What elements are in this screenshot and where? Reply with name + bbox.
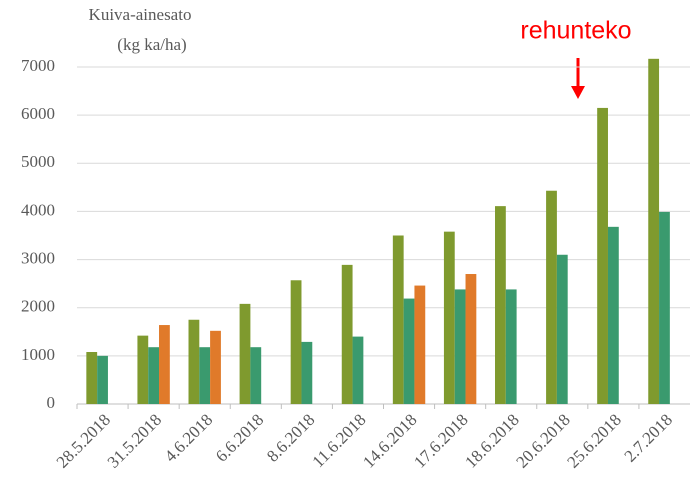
x-tick-label: 14.6.2018 [359, 410, 421, 472]
x-tick-label: 6.6.2018 [212, 410, 268, 466]
x-tick-label: 28.5.2018 [53, 410, 115, 472]
bar [648, 58, 660, 405]
x-tick-label: 2.7.2018 [621, 410, 677, 466]
bar [239, 303, 251, 404]
bar [97, 355, 108, 404]
x-tick-label: 25.6.2018 [563, 410, 625, 472]
bar [495, 206, 506, 404]
x-tick-label: 4.6.2018 [161, 410, 217, 466]
y-tick-label: 3000 [21, 248, 55, 267]
x-tick-label: 20.6.2018 [512, 410, 574, 472]
bar [159, 325, 170, 404]
bar [403, 298, 415, 404]
y-tick-label: 1000 [21, 345, 55, 364]
x-tick-label: 11.6.2018 [308, 410, 369, 471]
bar [556, 254, 568, 404]
bar [352, 336, 364, 404]
y-tick-label: 6000 [21, 104, 55, 123]
bar [443, 231, 455, 404]
annotation-arrow [571, 58, 585, 99]
bar [597, 107, 608, 405]
bar [607, 226, 619, 404]
bar [199, 347, 211, 404]
y-axis-title: (kg ka/ha) [117, 35, 186, 54]
y-tick-label: 0 [47, 393, 56, 412]
bar [210, 330, 221, 404]
bar [392, 235, 404, 404]
bar [546, 190, 557, 404]
x-tick-label: 18.6.2018 [461, 410, 523, 472]
bar [659, 211, 670, 404]
y-tick-label: 2000 [21, 297, 55, 316]
bar [148, 347, 160, 404]
bar [86, 352, 98, 404]
bar [341, 264, 353, 404]
annotation: rehunteko [520, 17, 631, 45]
y-axis-title: Kuiva-ainesato [89, 5, 192, 24]
bar [250, 347, 262, 404]
y-tick-label: 7000 [21, 56, 55, 75]
bar [290, 280, 302, 404]
bar [454, 289, 466, 404]
bar [188, 319, 200, 404]
bar [414, 285, 426, 404]
y-tick-label: 4000 [21, 200, 55, 219]
bar [505, 289, 517, 404]
bar [137, 335, 149, 404]
y-tick-label: 5000 [21, 152, 55, 171]
bar [301, 341, 313, 404]
x-tick-label: 31.5.2018 [104, 410, 166, 472]
x-tick-label: 17.6.2018 [410, 410, 472, 472]
bar [465, 274, 477, 404]
